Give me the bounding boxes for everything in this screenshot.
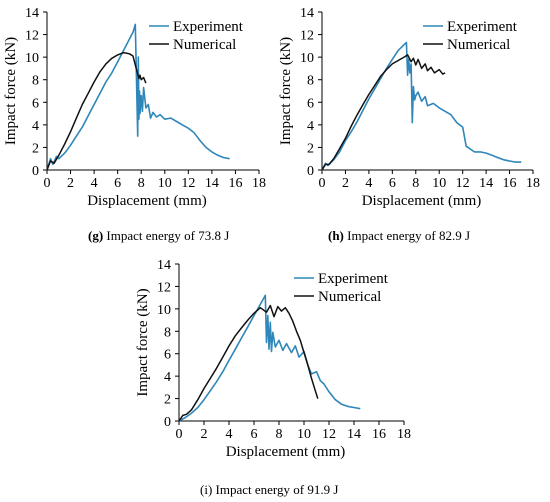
- y-tick-label: 14: [300, 6, 314, 21]
- legend-label-numerical: Numerical: [318, 289, 381, 305]
- x-tick-label: 18: [397, 427, 411, 442]
- y-tick-label: 10: [25, 51, 39, 66]
- x-tick-label: 0: [176, 427, 183, 442]
- y-tick-label: 0: [307, 164, 314, 179]
- caption-h: (h) Impact energy of 82.9 J: [328, 228, 470, 244]
- y-tick-label: 14: [25, 6, 39, 21]
- x-tick-label: 18: [252, 176, 266, 191]
- x-tick-label: 16: [372, 427, 386, 442]
- x-tick-label: 6: [114, 176, 121, 191]
- caption-tag: (g): [88, 228, 104, 243]
- caption-text: Impact energy of 73.8 J: [106, 228, 230, 243]
- y-tick-label: 4: [307, 119, 314, 134]
- y-tick-label: 0: [32, 164, 39, 179]
- x-tick-label: 16: [503, 176, 517, 191]
- x-axis-label: Displacement (mm): [362, 193, 482, 209]
- caption-tag: (h): [328, 228, 344, 243]
- y-tick-label: 12: [300, 29, 314, 44]
- y-axis-label: Impact force (kN): [278, 37, 294, 145]
- x-tick-label: 8: [412, 176, 419, 191]
- y-tick-label: 6: [307, 96, 314, 111]
- y-axis-label: Impact force (kN): [3, 37, 19, 145]
- numerical-line: [321, 54, 446, 171]
- y-tick-label: 8: [164, 325, 171, 340]
- x-tick-label: 4: [226, 427, 233, 442]
- x-tick-label: 18: [526, 176, 540, 191]
- x-tick-label: 6: [251, 427, 258, 442]
- y-tick-label: 4: [164, 370, 171, 385]
- y-tick-label: 2: [32, 141, 39, 156]
- legend-label-experiment: Experiment: [318, 271, 389, 287]
- y-tick-label: 8: [307, 74, 314, 89]
- caption-text: Impact energy of 82.9 J: [347, 228, 471, 243]
- y-tick-label: 2: [164, 393, 171, 408]
- y-tick-label: 6: [164, 348, 171, 363]
- x-tick-label: 16: [228, 176, 242, 191]
- x-tick-label: 2: [342, 176, 349, 191]
- x-tick-label: 10: [297, 427, 311, 442]
- y-tick-label: 8: [32, 74, 39, 89]
- caption-g: (g) Impact energy of 73.8 J: [88, 228, 229, 244]
- x-tick-label: 14: [205, 176, 219, 191]
- x-tick-label: 2: [201, 427, 208, 442]
- legend-label-numerical: Numerical: [173, 37, 236, 53]
- y-tick-label: 10: [157, 303, 171, 318]
- x-tick-label: 10: [158, 176, 172, 191]
- x-tick-label: 2: [67, 176, 74, 191]
- experiment-line: [46, 23, 230, 171]
- legend-label-experiment: Experiment: [173, 19, 244, 35]
- caption-text: Impact energy of 91.9 J: [215, 482, 339, 497]
- numerical-line: [46, 51, 147, 171]
- y-tick-label: 2: [307, 141, 314, 156]
- numerical-line: [178, 304, 319, 422]
- x-axis-label: Displacement (mm): [226, 444, 346, 460]
- x-axis-label: Displacement (mm): [87, 193, 207, 209]
- x-tick-label: 8: [276, 427, 283, 442]
- caption-i: (i) Impact energy of 91.9 J: [200, 482, 338, 498]
- chart-panel-0: 0 2 4 6 8 10 12 14 16 18 0 2 4 6 8 10 12 14 Displacement (…: [3, 6, 266, 209]
- legend-label-numerical: Numerical: [447, 37, 510, 53]
- x-tick-label: 4: [365, 176, 372, 191]
- x-tick-label: 0: [44, 176, 51, 191]
- legend-label-experiment: Experiment: [447, 19, 518, 35]
- y-tick-label: 10: [300, 51, 314, 66]
- x-tick-label: 6: [389, 176, 396, 191]
- y-tick-label: 0: [164, 415, 171, 430]
- x-tick-label: 12: [181, 176, 195, 191]
- chart-panel-1: 0 2 4 6 8 10 12 14 16 18 0 2 4 6 8 10 12 14 Displacement (…: [278, 6, 540, 209]
- x-tick-label: 8: [138, 176, 145, 191]
- y-axis-label: Impact force (kN): [135, 288, 151, 396]
- y-tick-label: 12: [157, 280, 171, 295]
- y-tick-label: 12: [25, 29, 39, 44]
- y-tick-label: 4: [32, 119, 39, 134]
- y-tick-label: 6: [32, 96, 39, 111]
- x-tick-label: 4: [91, 176, 98, 191]
- x-tick-label: 14: [479, 176, 493, 191]
- x-tick-label: 12: [456, 176, 470, 191]
- experiment-line: [178, 294, 361, 422]
- x-tick-label: 14: [347, 427, 361, 442]
- x-tick-label: 0: [319, 176, 326, 191]
- y-tick-label: 14: [157, 258, 171, 273]
- caption-tag: (i): [200, 482, 213, 497]
- x-tick-label: 10: [432, 176, 446, 191]
- experiment-line: [321, 41, 522, 171]
- x-tick-label: 12: [322, 427, 336, 442]
